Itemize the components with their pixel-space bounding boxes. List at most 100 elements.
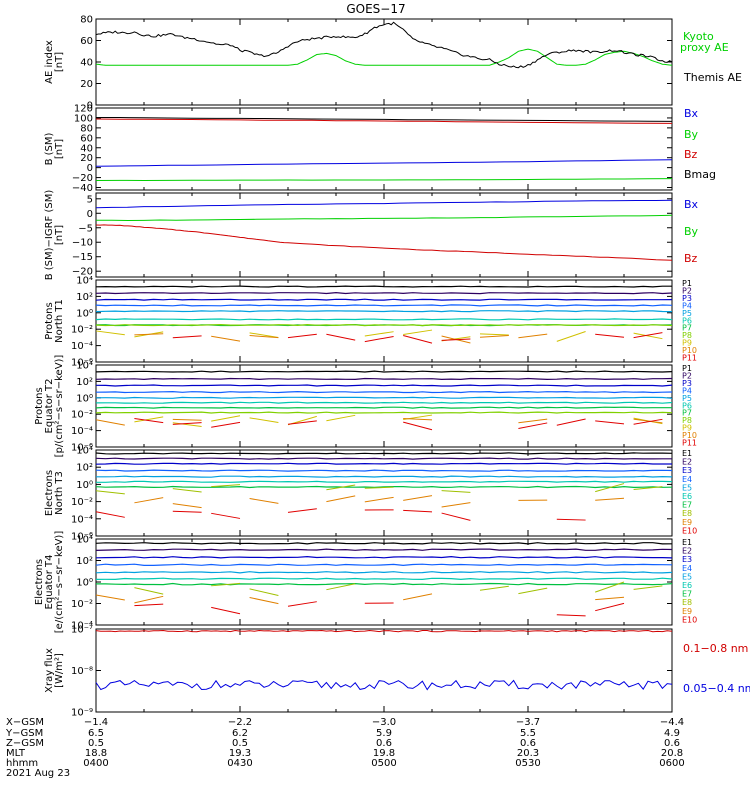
y-axis-label-line: [e/(cm²−s−sr−keV)] [54,531,65,634]
channel-label-p11: P11 [682,439,697,448]
y-axis-label-line: Electrons [34,559,45,605]
channel-segment-e9 [249,597,279,605]
channel-label-e2: E2 [682,458,692,467]
channel-p6 [95,401,673,404]
y-axis-label: AE index [nT] [44,40,65,84]
channel-label-e6: E6 [682,492,692,501]
channel-segment-e8 [326,484,356,491]
legend-bmag: Bmag [684,168,716,181]
channel-segment-e9 [134,497,164,504]
y-axis-label-line: Electrons [44,470,55,516]
channel-e4 [95,563,673,567]
y-axis-label-line: Protons [34,387,45,424]
x-axis-value: −2.2 [228,717,252,728]
panel-p1: 10⁴ 10² 10⁰ 10⁻² 10⁻⁴ 10⁻⁶ Protons North T1 P1P2… [44,276,697,369]
channel-segment-p9 [249,417,279,423]
channel-segment-p10 [211,335,241,342]
channel-segment-p11 [287,420,317,425]
channel-segment-e10 [556,614,586,617]
channel-e2 [95,457,672,460]
channel-segment-e8 [134,587,164,595]
channel-e1 [95,542,673,545]
x-axis-value: 0530 [515,758,540,769]
y-tick-label: 10⁻⁸ [71,666,93,677]
y-axis-label: Protons Equator T2 [p/(cm²−s−sr−keV)] [34,355,65,458]
channel-segment-p9 [403,329,433,336]
channel-e4 [95,469,673,472]
channel-p1 [95,285,672,288]
channel-segment-p10 [633,418,663,424]
panel-frame [95,449,673,537]
x-axis-row-label: MLT [6,748,26,759]
channel-segment-e8 [518,587,548,595]
y-tick-label: −40 [72,183,93,194]
y-tick-label: 60 [80,133,93,144]
y-tick-label: 10⁻⁹ [71,708,93,719]
channel-e6 [96,480,673,483]
channel-label-e7: E7 [682,501,692,510]
legend-xray-long: 0.1−0.8 nm [683,642,748,655]
channel-label-p2: P2 [682,371,692,380]
panel-frame [95,364,673,448]
channel-label-p11: P11 [682,354,697,363]
channel-segment-e10 [95,511,125,518]
panel-p2: 10⁴ 10² 10⁰ 10⁻² 10⁻⁴ 10⁻⁶ Protons Equator T2 [p… [34,355,697,458]
y-tick-label: 10⁻² [71,410,93,421]
channel-segment-e9 [595,596,625,601]
series-line-bmag [96,117,673,122]
x-axis-value: 5.9 [376,728,392,739]
y-tick-label: 5 [87,194,93,205]
channel-segment-e9 [95,594,125,601]
channel-segment-p9 [249,332,279,338]
channel-segment-p11 [403,334,433,344]
y-tick-label: 80 [80,123,93,134]
channel-segment-e8 [595,581,625,593]
series-line-xray-1 [95,679,673,691]
channel-segment-p11 [172,335,202,339]
x-axis-value: 0.5 [88,738,104,749]
y-tick-label: 10⁴ [76,535,93,546]
channel-label-p5: P5 [682,309,692,318]
y-tick-label: −10 [72,238,93,249]
series-line-bz [95,224,673,261]
channel-p5 [95,396,673,399]
channel-label-p7: P7 [682,409,692,418]
channel-segment-p11 [633,418,663,425]
series-line-kyoto-proxy-ae [95,48,673,66]
y-tick-label: 10⁰ [76,393,93,404]
channel-segment-p11 [211,421,241,428]
y-tick-label: 10⁻⁶ [71,443,93,454]
x-axis-value: 0500 [371,758,396,769]
panel-frame [95,628,673,713]
channel-p8 [95,411,673,414]
legend-bz: Bz [684,252,698,265]
y-tick-label: 0 [87,163,93,174]
channel-segment-p11 [326,333,356,341]
channel-label-p9: P9 [682,339,692,348]
y-tick-label: 10⁻² [71,599,93,610]
y-tick-label: 10⁻⁴ [71,426,93,437]
y-tick-label: 10² [76,377,93,388]
channel-label-p10: P10 [682,431,697,440]
y-tick-label: −20 [72,267,93,278]
legend-by: By [684,128,699,141]
channel-segment-e9 [403,495,433,501]
y-tick-label: 10⁴ [76,361,93,372]
x-axis-value: 0400 [83,758,108,769]
y-axis-label-line: [nT] [54,139,65,159]
series-line-by [95,178,673,182]
y-tick-label: 0 [87,209,93,220]
channel-segment-p9 [211,415,241,422]
channel-segment-e8 [364,486,394,489]
channel-label-e1: E1 [682,449,692,458]
channel-p2 [95,291,673,295]
y-tick-label: 60 [80,36,93,47]
date-label: 2021 Aug 23 [6,768,70,779]
x-axis-value: 20.8 [661,748,683,759]
y-axis-label-line: Protons [44,302,55,339]
y-tick-label: 10⁻² [71,325,93,336]
channel-segment-e8 [595,483,625,493]
y-axis-label-line: [p/(cm²−s−sr−keV)] [54,355,65,458]
y-tick-label: 10⁻² [71,497,93,508]
panel-frame [95,192,673,278]
